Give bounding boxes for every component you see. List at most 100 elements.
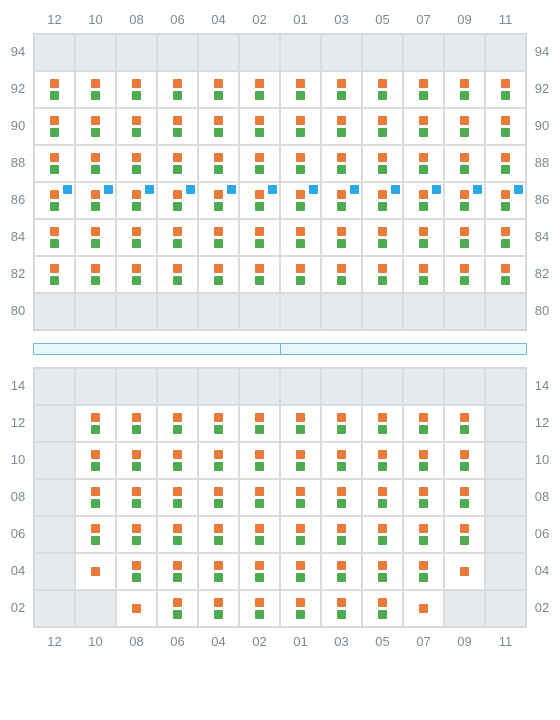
column-label: 11 (485, 634, 526, 649)
green-square-icon (296, 91, 305, 100)
orange-square-icon (173, 153, 182, 162)
green-square-icon (296, 425, 305, 434)
orange-square-icon (337, 561, 346, 570)
orange-square-icon (214, 450, 223, 459)
orange-square-icon (296, 598, 305, 607)
orange-square-icon (255, 598, 264, 607)
orange-square-icon (214, 487, 223, 496)
green-square-icon (501, 91, 510, 100)
grid-cell (362, 108, 403, 145)
grid-cell (116, 108, 157, 145)
green-square-icon (296, 128, 305, 137)
green-square-icon (132, 128, 141, 137)
grid-cell (116, 405, 157, 442)
green-square-icon (460, 239, 469, 248)
grid-cell (362, 182, 403, 219)
green-square-icon (255, 536, 264, 545)
grid-cell (485, 442, 526, 479)
orange-square-icon (91, 567, 100, 576)
orange-square-icon (255, 264, 264, 273)
grid-cell (239, 479, 280, 516)
orange-square-icon (173, 413, 182, 422)
row-label: 80 (527, 292, 557, 329)
grid-cell (321, 34, 362, 71)
orange-square-icon (460, 79, 469, 88)
grid-cell (239, 108, 280, 145)
orange-square-icon (132, 604, 141, 613)
grid-cell (362, 405, 403, 442)
orange-square-icon (460, 190, 469, 199)
green-square-icon (419, 573, 428, 582)
orange-square-icon (296, 153, 305, 162)
green-square-icon (460, 276, 469, 285)
orange-square-icon (91, 487, 100, 496)
orange-square-icon (91, 190, 100, 199)
grid-cell (485, 256, 526, 293)
grid-cell (116, 516, 157, 553)
green-square-icon (214, 536, 223, 545)
orange-square-icon (132, 561, 141, 570)
grid-row (34, 516, 526, 553)
grid-cell (157, 182, 198, 219)
orange-square-icon (214, 598, 223, 607)
orange-square-icon (337, 413, 346, 422)
green-square-icon (337, 536, 346, 545)
grid-cell (321, 442, 362, 479)
grid-cell (239, 182, 280, 219)
green-square-icon (460, 91, 469, 100)
orange-square-icon (337, 524, 346, 533)
grid-row (34, 145, 526, 182)
green-square-icon (255, 610, 264, 619)
orange-square-icon (214, 116, 223, 125)
green-square-icon (337, 425, 346, 434)
orange-square-icon (378, 79, 387, 88)
grid-row (34, 219, 526, 256)
row-label: 84 (3, 218, 33, 255)
grid-cell (34, 479, 75, 516)
grid-cell (239, 34, 280, 71)
column-label: 03 (321, 12, 362, 27)
column-label: 09 (444, 634, 485, 649)
column-label: 07 (403, 634, 444, 649)
orange-square-icon (214, 413, 223, 422)
grid-cell (362, 553, 403, 590)
orange-square-icon (255, 190, 264, 199)
orange-square-icon (296, 79, 305, 88)
grid-cell (280, 145, 321, 182)
grid-cell (403, 405, 444, 442)
grid-cell (34, 219, 75, 256)
orange-square-icon (460, 227, 469, 236)
green-square-icon (214, 239, 223, 248)
green-square-icon (91, 462, 100, 471)
grid-cell (198, 553, 239, 590)
grid-cell (116, 590, 157, 627)
green-square-icon (337, 239, 346, 248)
orange-square-icon (132, 413, 141, 422)
orange-square-icon (132, 524, 141, 533)
grid-cell (75, 71, 116, 108)
orange-square-icon (460, 413, 469, 422)
orange-square-icon (501, 153, 510, 162)
grid-cell (75, 590, 116, 627)
grid-cell (403, 108, 444, 145)
grid-cell (485, 553, 526, 590)
grid-cell (444, 479, 485, 516)
green-square-icon (91, 202, 100, 211)
orange-square-icon (419, 190, 428, 199)
green-square-icon (419, 165, 428, 174)
green-square-icon (460, 425, 469, 434)
green-square-icon (337, 202, 346, 211)
grid-cell (280, 108, 321, 145)
grid-cell (280, 442, 321, 479)
green-square-icon (378, 425, 387, 434)
green-square-icon (419, 425, 428, 434)
grid-cell (403, 590, 444, 627)
green-square-icon (91, 165, 100, 174)
grid-cell (157, 553, 198, 590)
orange-square-icon (91, 264, 100, 273)
row-label: 12 (3, 404, 33, 441)
grid-cell (116, 479, 157, 516)
grid-cell (116, 553, 157, 590)
column-label: 01 (280, 634, 321, 649)
green-square-icon (214, 573, 223, 582)
